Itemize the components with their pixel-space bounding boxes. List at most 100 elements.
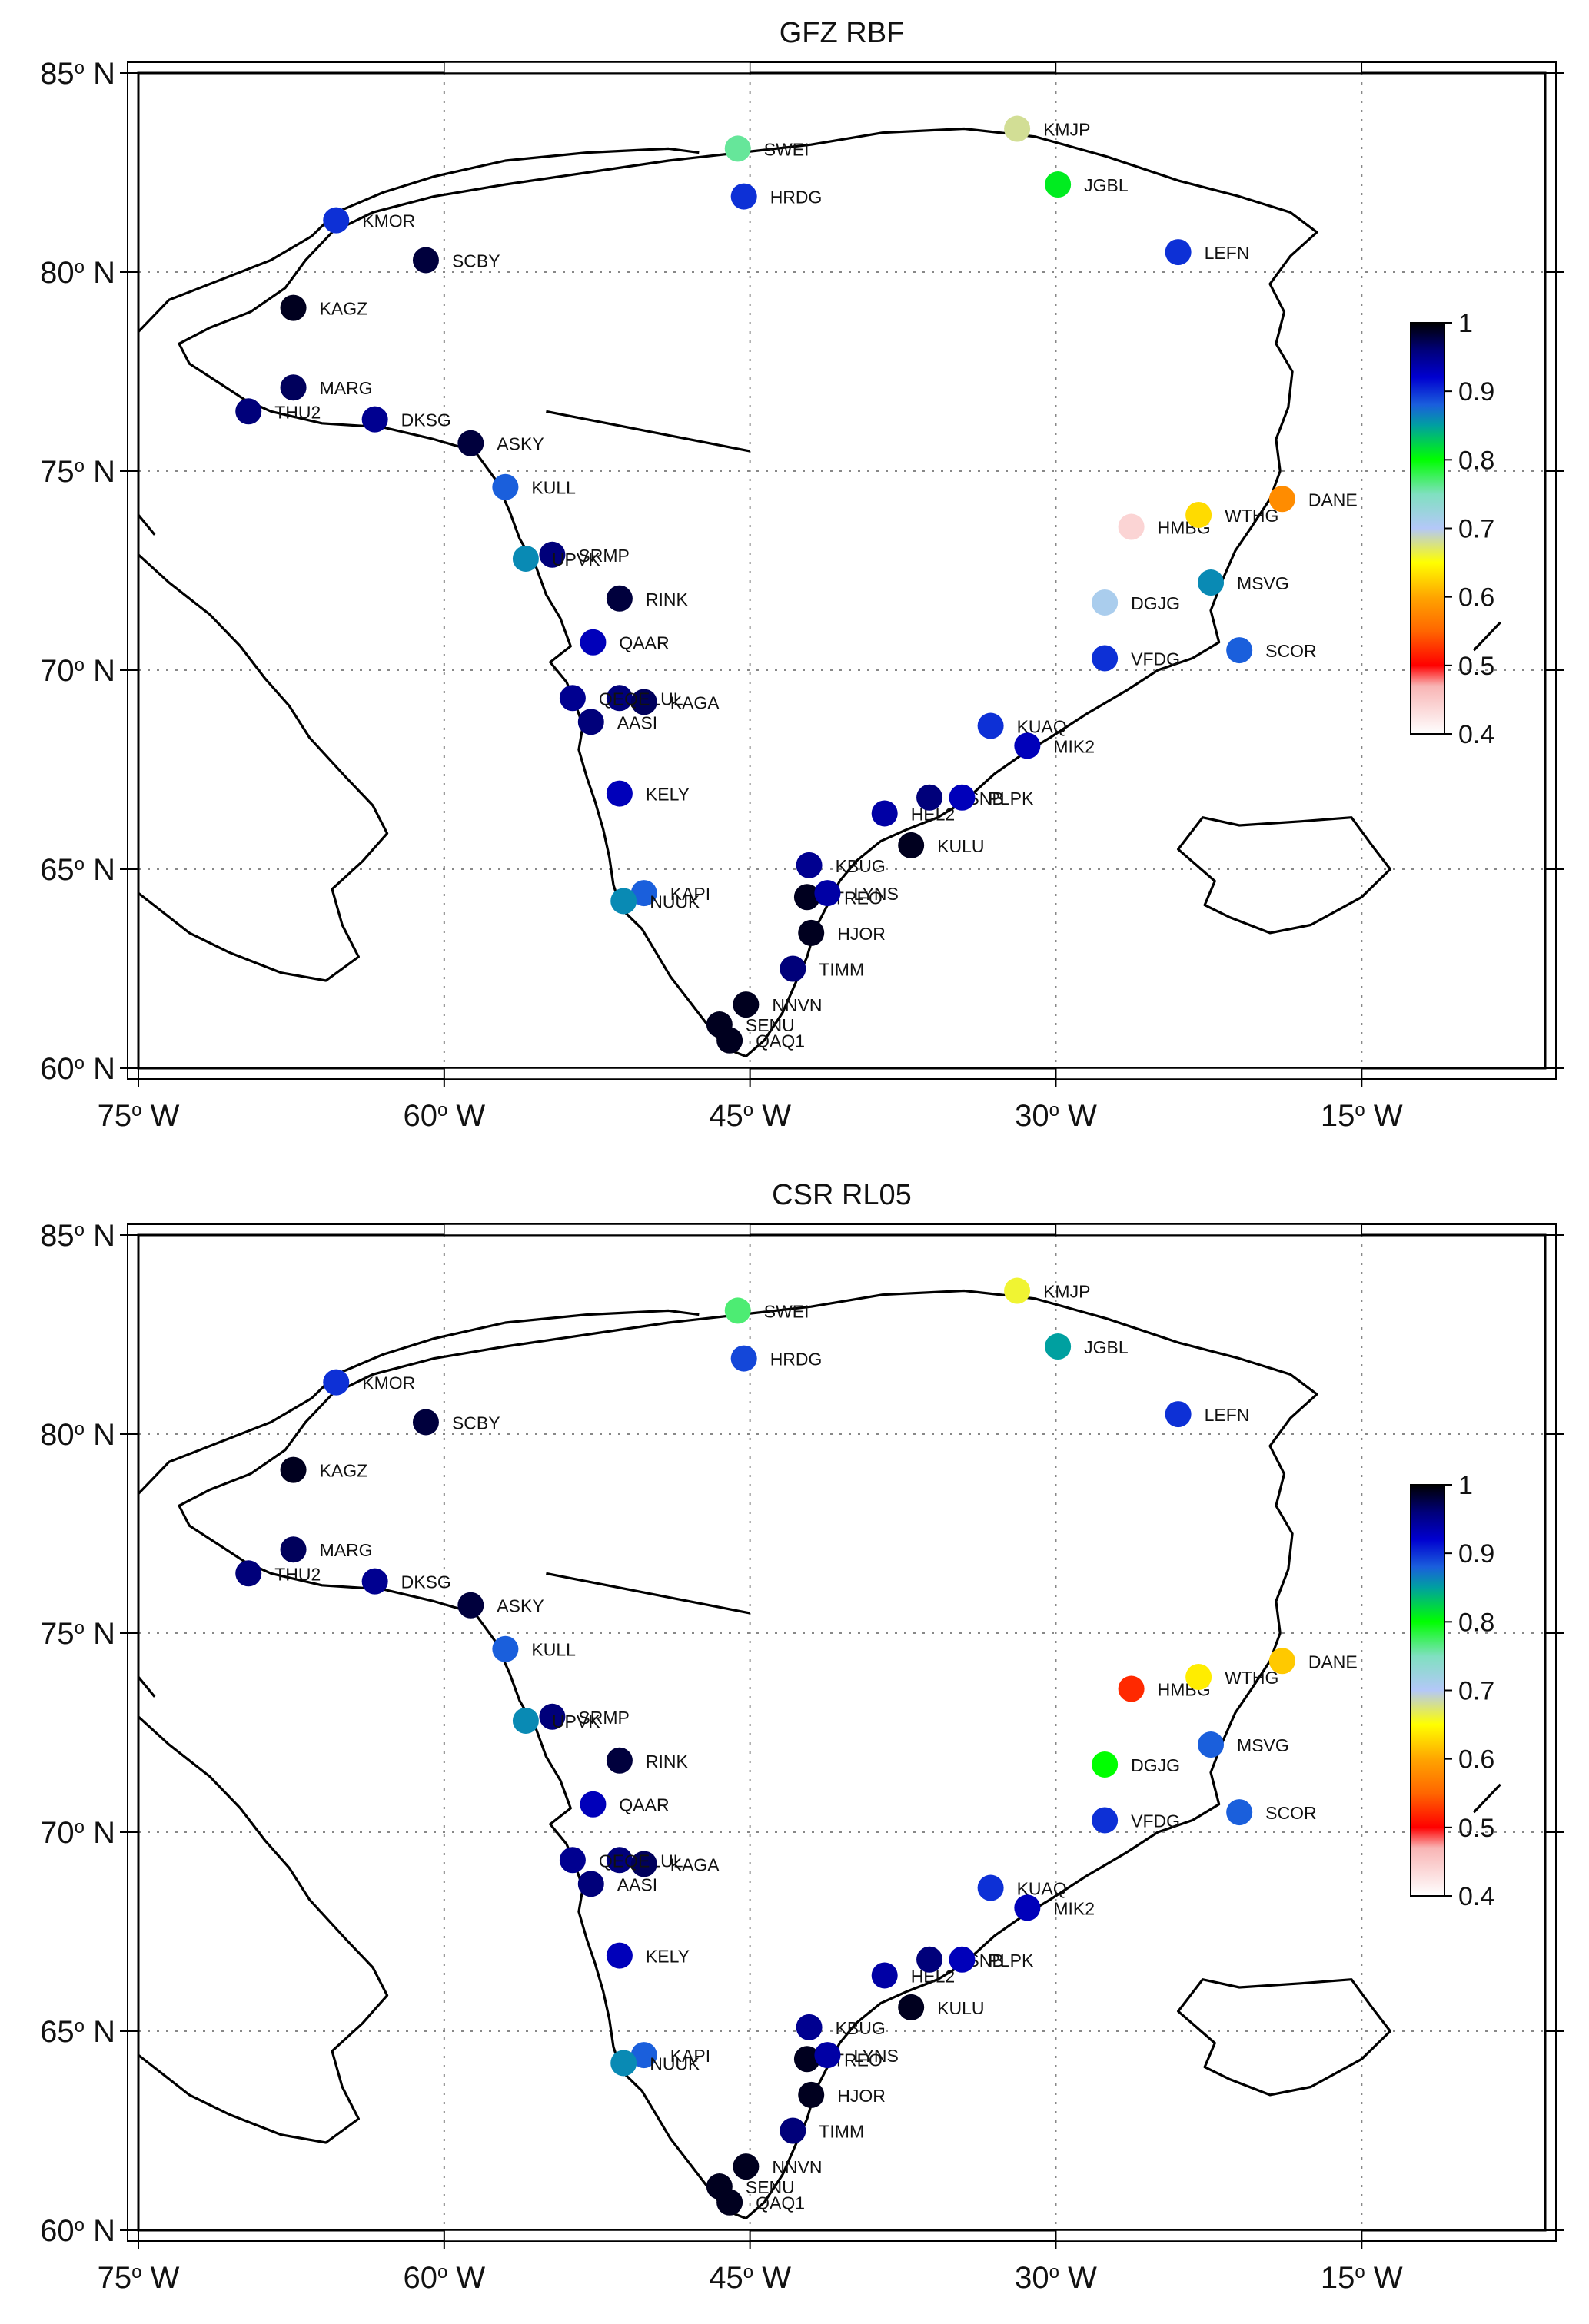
station-marker[interactable] (539, 541, 566, 568)
station-label: TREO (833, 888, 883, 908)
station-marker[interactable] (780, 955, 806, 982)
station-marker[interactable] (630, 2042, 657, 2069)
station-marker[interactable] (606, 685, 633, 712)
station-label: KBUG (836, 856, 886, 876)
station-marker[interactable] (716, 2189, 743, 2216)
station-marker[interactable] (361, 1568, 388, 1595)
station-marker[interactable] (1004, 115, 1031, 142)
station-marker[interactable] (1118, 1675, 1145, 1702)
station-marker[interactable] (796, 852, 823, 878)
station-marker[interactable] (1045, 171, 1072, 198)
station-marker[interactable] (323, 1369, 350, 1396)
station-marker[interactable] (606, 585, 633, 612)
station-marker[interactable] (1014, 1894, 1041, 1921)
station-marker[interactable] (492, 473, 519, 500)
station-marker[interactable] (235, 398, 262, 425)
station-marker[interactable] (733, 2153, 760, 2180)
station-marker[interactable] (814, 880, 841, 907)
station-label: QAAR (619, 1795, 669, 1815)
station-marker[interactable] (724, 1297, 751, 1324)
station-marker[interactable] (949, 1946, 976, 1973)
station-marker[interactable] (1268, 1648, 1295, 1675)
station-marker[interactable] (798, 2081, 825, 2108)
station-marker[interactable] (610, 2050, 637, 2077)
station-marker[interactable] (361, 406, 388, 433)
station-marker[interactable] (280, 1536, 307, 1563)
station-marker[interactable] (1226, 1799, 1253, 1826)
station-marker[interactable] (323, 207, 350, 234)
station-marker[interactable] (606, 1942, 633, 1969)
station-marker[interactable] (539, 1703, 566, 1730)
station-marker[interactable] (814, 2042, 841, 2069)
station-marker[interactable] (1185, 1663, 1212, 1690)
colorbar-tick-label: 0.8 (1458, 1608, 1494, 1637)
station-label: DGJG (1131, 593, 1180, 613)
station-marker[interactable] (412, 247, 439, 274)
station-marker[interactable] (559, 1847, 586, 1874)
station-label: KULU (937, 1998, 984, 2018)
station-marker[interactable] (977, 1874, 1004, 1901)
greenland-coast (178, 1289, 1318, 2220)
station-marker[interactable] (1045, 1333, 1072, 1360)
station-marker[interactable] (1198, 569, 1225, 596)
station-marker[interactable] (780, 2117, 806, 2144)
station-marker[interactable] (280, 294, 307, 321)
station-marker[interactable] (793, 884, 820, 911)
station-marker[interactable] (793, 2046, 820, 2073)
station-marker[interactable] (457, 430, 484, 456)
station-marker[interactable] (280, 1456, 307, 1483)
station-marker[interactable] (457, 1592, 484, 1618)
station-marker[interactable] (1092, 1751, 1119, 1778)
station-marker[interactable] (606, 1747, 633, 1774)
station-marker[interactable] (796, 2014, 823, 2040)
station-marker[interactable] (1004, 1277, 1031, 1304)
station-marker[interactable] (871, 1962, 898, 1989)
station-marker[interactable] (630, 689, 657, 715)
station-marker[interactable] (606, 1847, 633, 1874)
station-marker[interactable] (1198, 1731, 1225, 1758)
station-marker[interactable] (577, 709, 604, 735)
station-marker[interactable] (716, 1027, 743, 1054)
station-marker[interactable] (610, 888, 637, 915)
station-marker[interactable] (580, 629, 607, 656)
station-marker[interactable] (1092, 1807, 1119, 1834)
station-marker[interactable] (559, 685, 586, 712)
station-marker[interactable] (798, 919, 825, 946)
station-label: MIK2 (1053, 736, 1095, 756)
station-marker[interactable] (1185, 501, 1212, 528)
station-marker[interactable] (733, 991, 760, 1018)
station-marker[interactable] (977, 712, 1004, 739)
station-marker[interactable] (1092, 645, 1119, 672)
station-marker[interactable] (1092, 589, 1119, 616)
station-marker[interactable] (898, 832, 925, 858)
graticule (138, 72, 1545, 1069)
station-marker[interactable] (1268, 486, 1295, 513)
station-marker[interactable] (492, 1635, 519, 1662)
graticule (138, 1234, 1545, 2231)
station-marker[interactable] (580, 1791, 607, 1818)
station-marker[interactable] (1118, 513, 1145, 540)
station-label: KMOR (362, 1373, 415, 1393)
station-marker[interactable] (1165, 239, 1192, 266)
station-marker[interactable] (630, 880, 657, 907)
station-marker[interactable] (1226, 637, 1253, 664)
station-marker[interactable] (730, 1345, 757, 1372)
station-marker[interactable] (1014, 732, 1041, 759)
station-marker[interactable] (916, 1946, 943, 1973)
station-marker[interactable] (235, 1560, 262, 1587)
station-marker[interactable] (871, 800, 898, 827)
colorbar-tick-label: 0.7 (1458, 515, 1494, 544)
station-marker[interactable] (1165, 1401, 1192, 1428)
station-marker[interactable] (898, 1994, 925, 2020)
station-marker[interactable] (949, 784, 976, 811)
station-marker[interactable] (730, 183, 757, 210)
station-marker[interactable] (280, 374, 307, 401)
station-marker[interactable] (724, 135, 751, 162)
station-marker[interactable] (512, 1707, 539, 1734)
station-marker[interactable] (412, 1409, 439, 1436)
station-marker[interactable] (630, 1851, 657, 1877)
station-marker[interactable] (606, 780, 633, 807)
station-marker[interactable] (916, 784, 943, 811)
station-marker[interactable] (512, 545, 539, 572)
station-marker[interactable] (577, 1871, 604, 1897)
